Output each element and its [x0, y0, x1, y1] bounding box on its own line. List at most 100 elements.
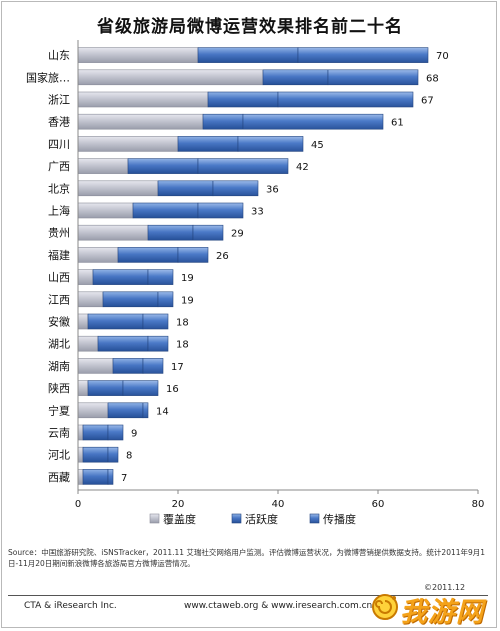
legend-label: 活跃度	[245, 512, 278, 526]
bar-segment	[77, 313, 89, 330]
bar-segment	[237, 136, 304, 152]
bar-segment	[122, 380, 159, 396]
bar-segment	[77, 247, 119, 263]
bar-segment	[202, 113, 244, 130]
category-label: 宁夏	[48, 403, 70, 417]
footer-divider	[8, 595, 488, 596]
category-label: 云南	[48, 427, 70, 440]
bar-segment	[277, 91, 414, 108]
bar-segment	[87, 380, 124, 396]
bar-segment	[77, 47, 199, 63]
category-label: 国家旅…	[26, 70, 70, 84]
category-label: 福建	[48, 248, 70, 262]
bar-segment	[107, 469, 114, 485]
bar-segment	[77, 269, 94, 285]
bar-segment	[77, 380, 89, 396]
bar-segment	[197, 47, 299, 63]
bar-segment	[82, 469, 109, 485]
bar-segment	[77, 446, 84, 463]
total-label: 8	[126, 451, 132, 462]
bar-segment	[77, 136, 179, 152]
category-label: 浙江	[48, 94, 70, 107]
category-label: 广西	[48, 160, 70, 173]
category-label: 湖南	[48, 360, 70, 373]
bar-segment	[77, 69, 264, 86]
total-label: 33	[251, 207, 264, 218]
bar-segment	[147, 224, 194, 241]
bar-segment	[212, 180, 259, 197]
bar-segment	[157, 291, 174, 308]
bar-segment	[147, 335, 169, 352]
total-label: 42	[296, 162, 309, 173]
bar-segment	[117, 247, 179, 263]
bar-segment	[197, 158, 289, 174]
x-tick-label: 60	[372, 499, 385, 510]
bar-segment	[132, 202, 199, 219]
category-label: 山东	[48, 49, 70, 62]
bar-segment	[92, 269, 149, 285]
total-label: 17	[171, 362, 184, 373]
total-label: 45	[311, 140, 324, 151]
total-label: 16	[166, 384, 179, 395]
legend-swatch	[309, 513, 320, 524]
watermark: 我游网	[370, 588, 495, 628]
bar-segment	[97, 335, 149, 352]
bar-segment	[77, 113, 204, 130]
bar-segment	[297, 47, 429, 63]
total-label: 18	[176, 340, 189, 351]
bar-segment	[77, 158, 129, 174]
watermark-text: 我游网	[400, 597, 484, 628]
bar-segment	[112, 358, 144, 374]
category-label: 四川	[48, 138, 70, 151]
total-label: 68	[426, 73, 439, 84]
bar-segment	[107, 446, 119, 463]
total-label: 61	[391, 118, 404, 129]
legend-swatch	[231, 513, 242, 524]
category-label: 安徽	[48, 315, 70, 329]
bar-segment	[77, 224, 149, 241]
footer-company: CTA & iResearch Inc.	[24, 601, 117, 611]
bar-segment	[147, 269, 174, 285]
category-label: 上海	[48, 204, 70, 218]
bar-segment	[157, 180, 214, 197]
footer-sites: www.ctaweb.org & www.iresearch.com.cn	[184, 601, 373, 611]
total-label: 14	[156, 406, 169, 417]
bar-segment	[242, 113, 384, 130]
bar-segment	[177, 136, 239, 152]
bar-segment	[327, 69, 419, 86]
bar-segment	[107, 424, 124, 441]
bar-segment	[102, 291, 159, 308]
bar-segment	[177, 247, 209, 263]
bar-segment	[262, 69, 329, 86]
total-label: 36	[266, 184, 279, 195]
total-label: 19	[181, 295, 194, 306]
bar-segment	[77, 180, 159, 197]
category-label: 江西	[48, 293, 70, 306]
category-label: 陕西	[48, 381, 70, 395]
total-label: 19	[181, 273, 194, 284]
bar-segment	[127, 158, 199, 174]
total-label: 18	[176, 318, 189, 329]
bar-segment	[107, 402, 144, 419]
bar-segment	[82, 446, 109, 463]
bar-segment	[87, 313, 144, 330]
bar-segment	[77, 91, 209, 108]
total-label: 26	[216, 251, 229, 262]
bar-segment	[207, 91, 279, 108]
bar-segment	[197, 202, 244, 219]
x-tick-label: 20	[172, 499, 185, 510]
x-tick-label: 40	[272, 499, 285, 510]
category-label: 香港	[48, 116, 70, 129]
bar-segment	[142, 402, 149, 419]
category-label: 河北	[48, 449, 70, 462]
bar-segment	[77, 202, 134, 219]
bar-segment	[77, 424, 84, 441]
x-tick-label: 80	[472, 499, 485, 510]
bar-segment	[82, 424, 109, 441]
legend-label: 传播度	[323, 512, 356, 526]
category-label: 西藏	[48, 471, 70, 484]
bar-segment	[77, 358, 114, 374]
total-label: 7	[121, 473, 127, 484]
